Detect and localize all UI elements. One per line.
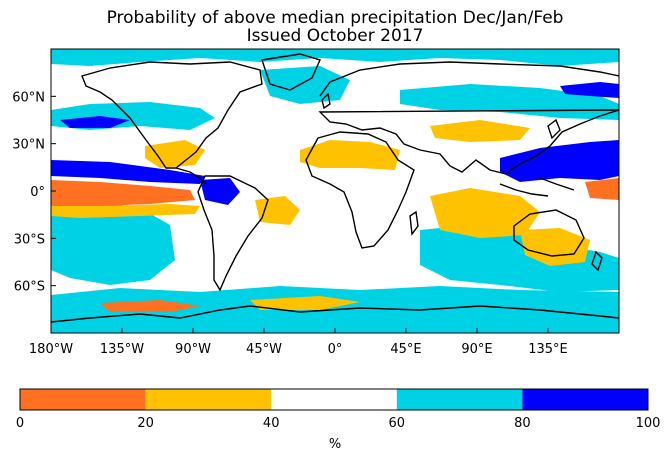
new-zealand-outline — [591, 250, 603, 272]
x-tick-label: 90°W — [175, 342, 211, 357]
cyan-region-south-pacific — [51, 200, 175, 285]
latitude-axis: 60°N 30°N 0° 30°S 60°S — [12, 90, 56, 295]
yellow-region-africa — [300, 140, 400, 170]
japan-outline — [547, 118, 561, 140]
yellow-region-australia — [520, 228, 590, 266]
colorbar-frame — [19, 388, 649, 411]
yellow-region-gulf — [145, 140, 205, 168]
coastlines — [51, 53, 619, 323]
colorbar-tick-label: 60 — [389, 416, 406, 431]
europe-asia-outline — [318, 61, 619, 175]
y-tick-label: 60°N — [12, 90, 45, 105]
colorbar-tick-label: 40 — [263, 416, 280, 431]
colorbar-unit-label: % — [329, 437, 341, 452]
yellow-region-southern-ocean — [250, 296, 360, 310]
x-tick-label: 45°E — [390, 342, 421, 357]
cyan-region-north — [51, 49, 619, 66]
colorbar-bin — [522, 389, 648, 410]
blue-region-west-pacific — [500, 140, 619, 182]
north-america-outline — [81, 61, 263, 169]
indonesia-outline — [499, 177, 575, 197]
africa-outline — [305, 131, 415, 249]
south-america-outline — [197, 175, 269, 292]
blue-region-south-america — [200, 178, 240, 205]
x-tick-label: 45°W — [246, 342, 282, 357]
x-tick-label: 90°E — [461, 342, 492, 357]
orange-region-central-pacific-east — [585, 178, 619, 200]
cyan-region-south-indian — [420, 225, 619, 292]
x-tick-label: 135°E — [528, 342, 568, 357]
australia-outline — [513, 209, 585, 257]
colorbar-tick-label: 80 — [514, 416, 531, 431]
colorbar-tick-label: 100 — [636, 416, 661, 431]
uk-outline — [321, 92, 331, 110]
colorbar-bin — [20, 389, 146, 410]
y-tick-label: 60°S — [14, 280, 45, 295]
y-tick-label: 0° — [30, 185, 45, 200]
y-tick-label: 30°S — [14, 232, 45, 247]
map-title: Probability of above median precipitatio… — [106, 8, 564, 28]
y-tick-label: 30°N — [12, 138, 45, 153]
blue-region-tropical-pacific — [51, 160, 205, 184]
x-tick-label: 135°W — [100, 342, 144, 357]
yellow-region-indian-ocean — [430, 188, 540, 238]
madagascar-outline — [409, 210, 419, 236]
probability-field — [51, 49, 619, 333]
colorbar-tick-label: 20 — [137, 416, 154, 431]
x-tick-label: 180°W — [29, 342, 73, 357]
map-subtitle: Issued October 2017 — [246, 26, 424, 46]
yellow-region-asia — [430, 120, 530, 142]
blue-region-arctic — [560, 82, 619, 98]
longitude-axis: 180°W 135°W 90°W 45°W 0° 45°E 90°E 135°E — [29, 328, 568, 357]
orange-region-eastern-pacific — [51, 180, 195, 208]
orange-region-southern-ocean — [100, 300, 200, 312]
colorbar-bin — [271, 389, 397, 410]
yellow-region-eastern-pacific — [51, 204, 200, 218]
blue-region-north-pacific — [60, 116, 130, 128]
antarctica-outline — [51, 305, 619, 323]
colorbar-bin — [396, 389, 523, 410]
colorbar-tick-label: 0 — [16, 416, 24, 431]
colorbar: 0 20 40 60 80 100 — [16, 388, 661, 431]
x-tick-label: 0° — [328, 342, 343, 357]
greenland-outline — [261, 53, 321, 91]
colorbar-bin — [145, 389, 272, 410]
